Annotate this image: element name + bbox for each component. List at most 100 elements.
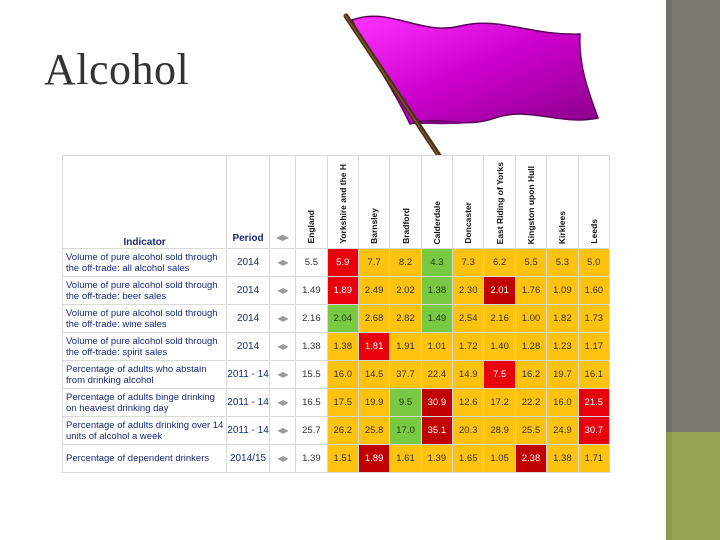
table-row: Volume of pure alcohol sold through the …	[61, 304, 611, 333]
value-cell: 1.73	[577, 304, 611, 333]
value-cell: 1.28	[514, 332, 548, 361]
value-cell: 1.89	[326, 276, 359, 305]
area-header[interactable]: Leeds	[577, 155, 611, 249]
period-cell: 2014/15	[226, 444, 270, 473]
value-cell: 1.72	[452, 332, 485, 361]
arrow-right-icon[interactable]: ▶	[282, 233, 289, 242]
value-cell: 5.5	[514, 248, 548, 277]
indicator-cell[interactable]: Volume of pure alcohol sold through the …	[61, 332, 228, 361]
table-row: Volume of pure alcohol sold through the …	[61, 276, 611, 305]
area-header[interactable]: East Riding of Yorks	[483, 155, 516, 249]
value-cell: 26.2	[326, 416, 359, 445]
value-cell: 2.04	[326, 304, 359, 333]
table-row: Volume of pure alcohol sold through the …	[61, 248, 611, 277]
value-cell: 19.9	[357, 388, 391, 417]
value-cell: 1.65	[452, 444, 485, 473]
value-cell: 8.2	[389, 248, 422, 277]
value-cell: 35.1	[420, 416, 454, 445]
value-cell: 30.9	[420, 388, 454, 417]
value-cell: 30.7	[577, 416, 611, 445]
area-header[interactable]: Kirklees	[546, 155, 579, 249]
slide-title: Alcohol	[44, 45, 190, 94]
row-arrows[interactable]: ◀▶	[268, 444, 297, 473]
value-cell: 1.17	[577, 332, 611, 361]
value-cell: 7.7	[357, 248, 391, 277]
value-cell: 2.02	[389, 276, 422, 305]
value-cell: 25.8	[357, 416, 391, 445]
indicator-cell[interactable]: Percentage of adults drinking over 14 un…	[61, 416, 228, 445]
area-header[interactable]: Doncaster	[452, 155, 485, 249]
indicator-cell[interactable]: Percentage of adults binge drinking on h…	[61, 388, 228, 417]
area-header[interactable]: Bradford	[389, 155, 422, 249]
value-cell: 37.7	[389, 360, 422, 389]
value-cell: 12.6	[452, 388, 485, 417]
value-cell: 20.3	[452, 416, 485, 445]
value-cell: 16.1	[577, 360, 611, 389]
sort-arrows[interactable]: ◀▶	[268, 155, 297, 249]
value-cell: 1.89	[357, 444, 391, 473]
value-cell: 16.0	[326, 360, 359, 389]
value-cell: 1.71	[577, 444, 611, 473]
period-cell: 2011 - 14	[226, 388, 270, 417]
england-value-cell: 1.49	[295, 276, 328, 305]
row-arrows[interactable]: ◀▶	[268, 416, 297, 445]
value-cell: 14.9	[452, 360, 485, 389]
area-header[interactable]: Kingston upon Hull	[514, 155, 548, 249]
value-cell: 14.5	[357, 360, 391, 389]
value-cell: 25.5	[514, 416, 548, 445]
england-value-cell: 5.5	[295, 248, 328, 277]
arrow-left-icon[interactable]: ◀	[276, 233, 283, 242]
value-cell: 22.2	[514, 388, 548, 417]
value-cell: 2.30	[452, 276, 485, 305]
value-cell: 5.9	[326, 248, 359, 277]
value-cell: 1.38	[420, 276, 454, 305]
period-cell: 2014	[226, 248, 270, 277]
indicator-cell[interactable]: Volume of pure alcohol sold through the …	[61, 304, 228, 333]
row-arrows[interactable]: ◀▶	[268, 332, 297, 361]
england-value-cell: 2.16	[295, 304, 328, 333]
value-cell: 1.38	[326, 332, 359, 361]
value-cell: 1.39	[420, 444, 454, 473]
row-arrows[interactable]: ◀▶	[268, 388, 297, 417]
row-arrows[interactable]: ◀▶	[268, 304, 297, 333]
value-cell: 1.00	[514, 304, 548, 333]
value-cell: 1.49	[420, 304, 454, 333]
england-value-cell: 25.7	[295, 416, 328, 445]
value-cell: 4.3	[420, 248, 454, 277]
row-arrows[interactable]: ◀▶	[268, 360, 297, 389]
area-header[interactable]: Yorkshire and the H	[326, 155, 359, 249]
value-cell: 6.2	[483, 248, 516, 277]
value-cell: 21.5	[577, 388, 611, 417]
area-header[interactable]: Calderdale	[420, 155, 454, 249]
area-header[interactable]: Barnsley	[357, 155, 391, 249]
indicator-cell[interactable]: Volume of pure alcohol sold through the …	[61, 248, 228, 277]
england-value-cell: 15.5	[295, 360, 328, 389]
row-arrows[interactable]: ◀▶	[268, 276, 297, 305]
value-cell: 28.9	[483, 416, 516, 445]
england-value-cell: 1.38	[295, 332, 328, 361]
value-cell: 19.7	[546, 360, 579, 389]
indicator-cell[interactable]: Volume of pure alcohol sold through the …	[61, 276, 228, 305]
value-cell: 2.38	[514, 444, 548, 473]
row-arrows[interactable]: ◀▶	[268, 248, 297, 277]
indicator-header[interactable]: Indicator	[61, 155, 228, 249]
table-row: Percentage of adults drinking over 14 un…	[61, 416, 611, 445]
value-cell: 2.82	[389, 304, 422, 333]
value-cell: 24.9	[546, 416, 579, 445]
indicator-cell[interactable]: Percentage of dependent drinkers	[61, 444, 228, 473]
indicator-cell[interactable]: Percentage of adults who abstain from dr…	[61, 360, 228, 389]
value-cell: 7.5	[483, 360, 516, 389]
value-cell: 2.16	[483, 304, 516, 333]
value-cell: 1.05	[483, 444, 516, 473]
value-cell: 1.61	[389, 444, 422, 473]
value-cell: 1.01	[420, 332, 454, 361]
area-header[interactable]: England	[295, 155, 328, 249]
value-cell: 17.0	[389, 416, 422, 445]
area-header-label: Kirklees	[557, 210, 568, 244]
period-header[interactable]: Period	[226, 155, 270, 249]
value-cell: 16.0	[546, 388, 579, 417]
period-cell: 2011 - 14	[226, 360, 270, 389]
value-cell: 2.68	[357, 304, 391, 333]
period-cell: 2014	[226, 332, 270, 361]
area-header-label: England	[306, 210, 317, 244]
